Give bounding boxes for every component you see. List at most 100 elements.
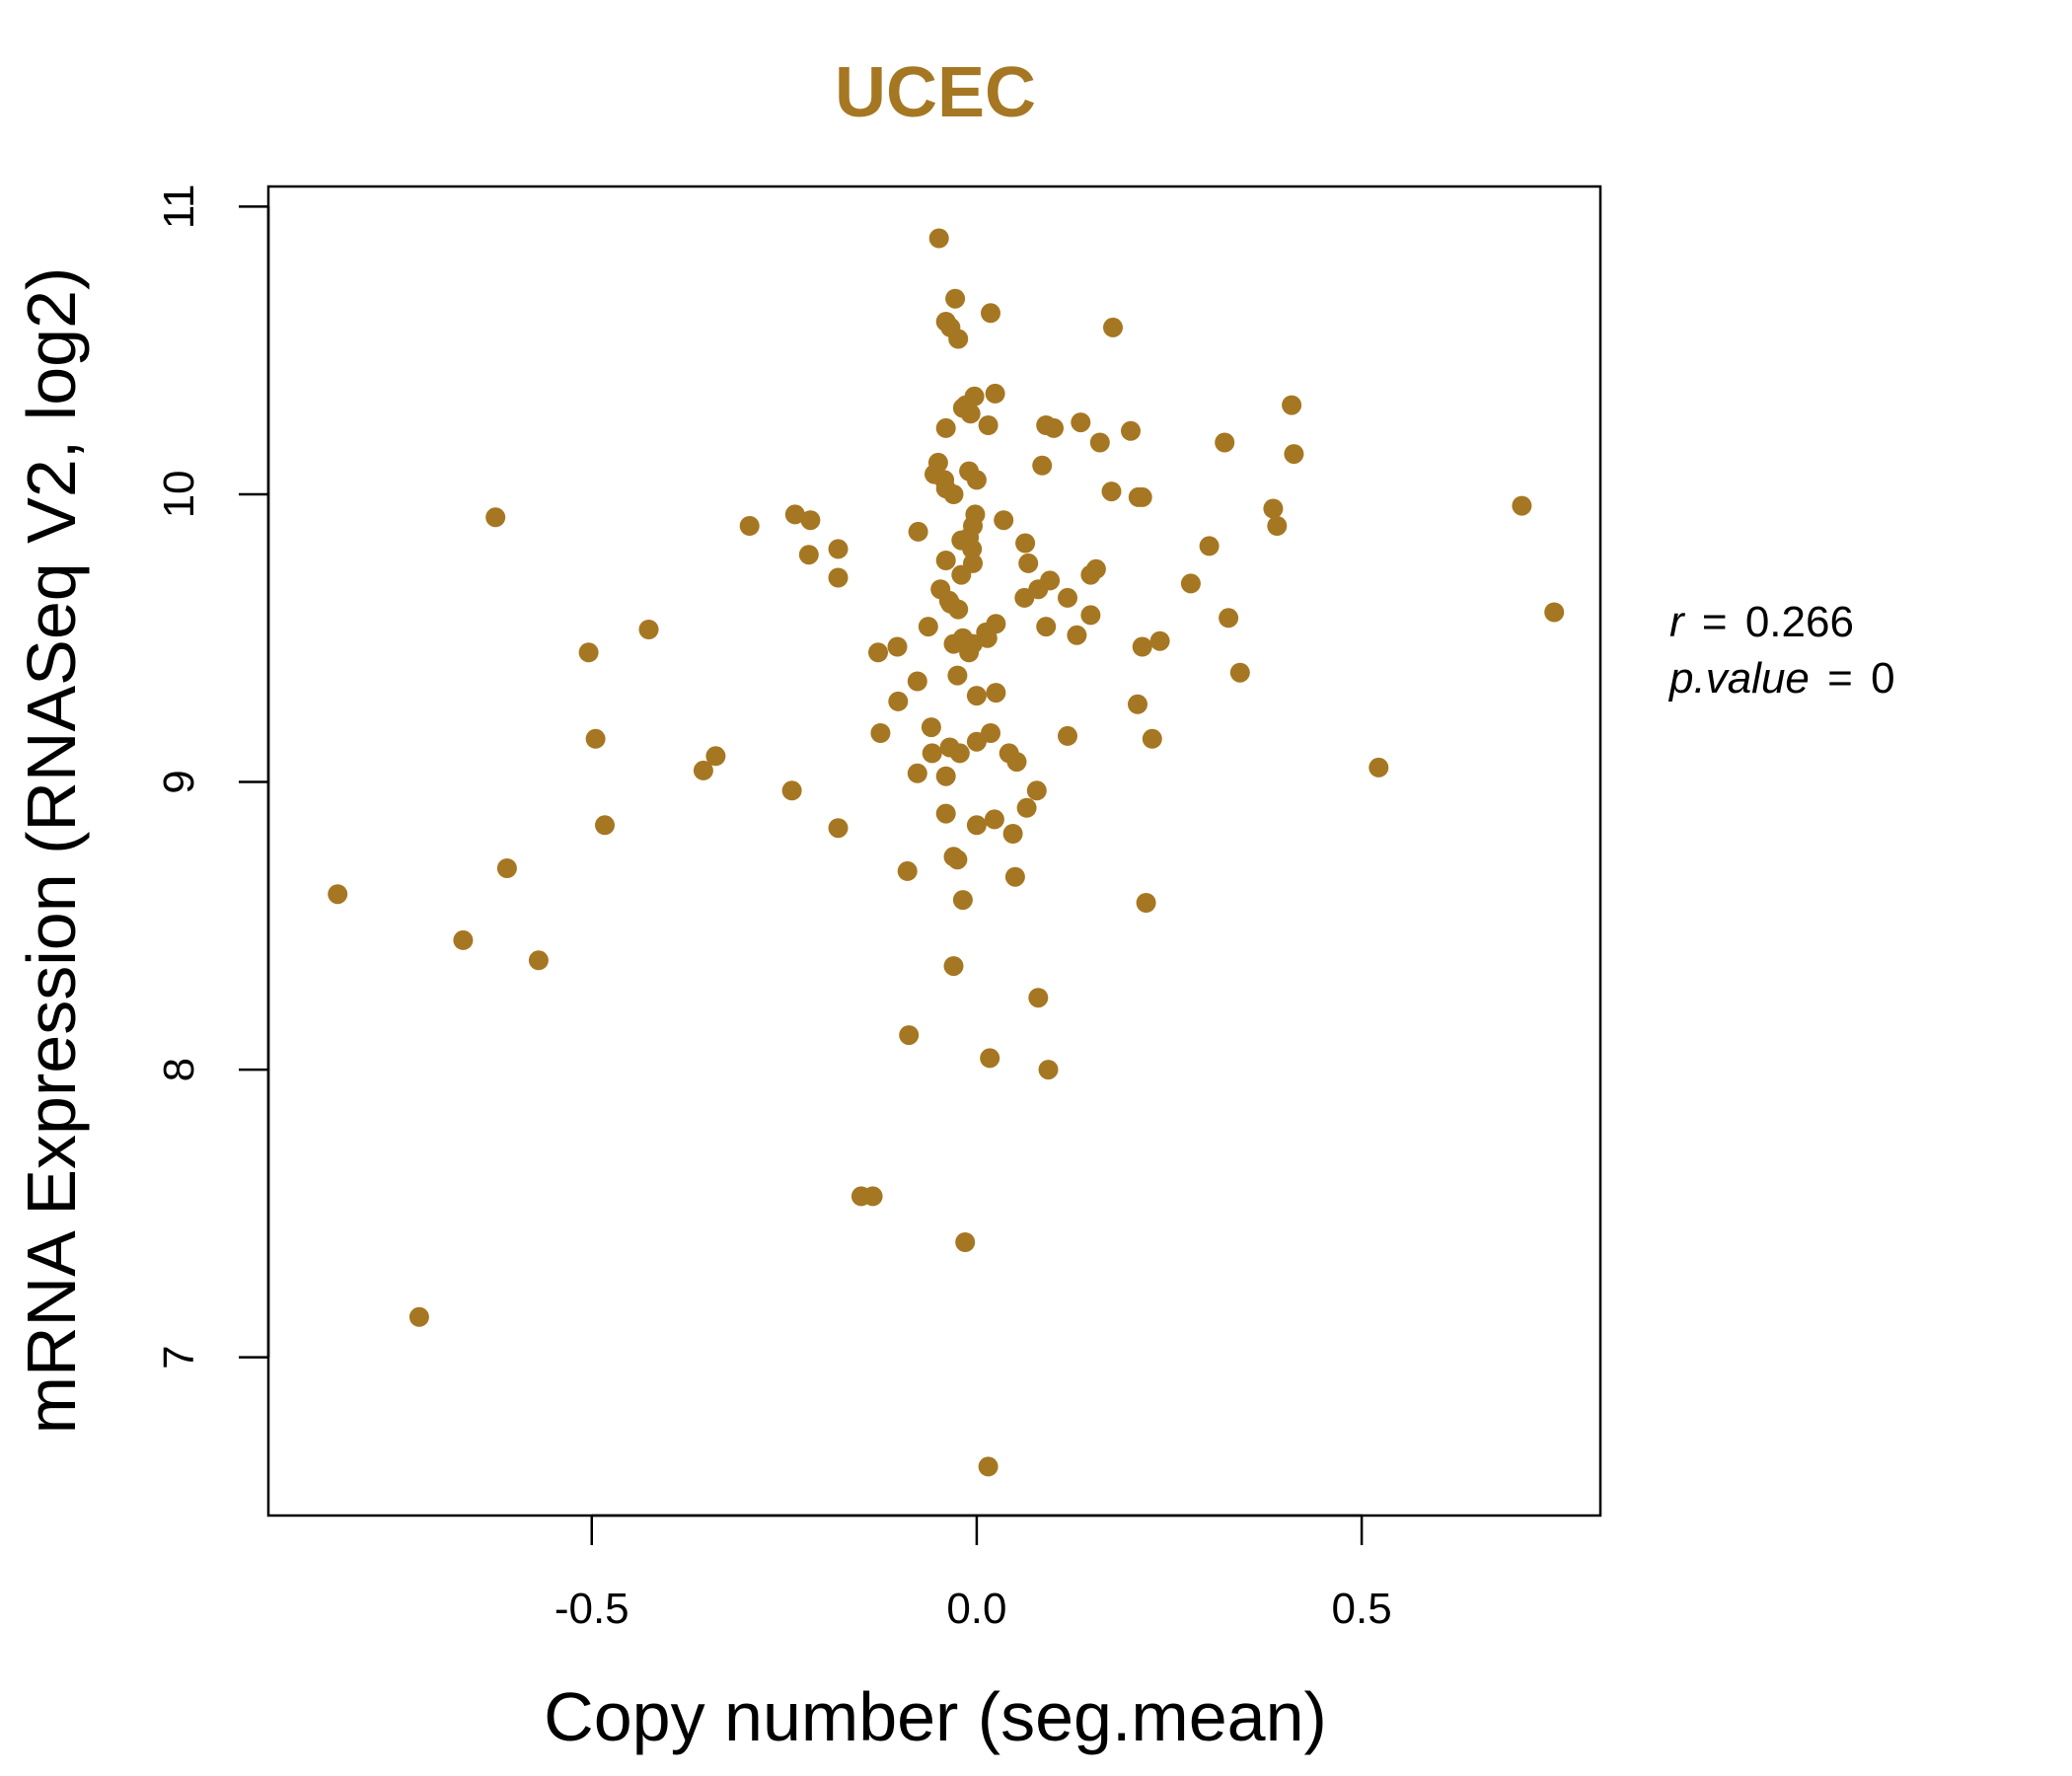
- data-point: [986, 683, 1006, 703]
- y-axis-title: mRNA Expression (RNASeq V2, log2): [13, 267, 90, 1435]
- r-label: r: [1669, 598, 1686, 646]
- data-point: [1136, 893, 1156, 913]
- data-point: [1058, 725, 1077, 746]
- scatter-points: [328, 228, 1565, 1477]
- data-point: [870, 723, 891, 743]
- data-point: [952, 398, 973, 418]
- x-tick-label: 0.5: [1332, 1585, 1392, 1633]
- data-point: [638, 620, 659, 639]
- data-point: [935, 551, 956, 570]
- data-point: [453, 929, 474, 950]
- data-point: [888, 691, 909, 711]
- data-point: [1229, 662, 1250, 683]
- data-point: [943, 484, 964, 504]
- data-point: [978, 1456, 999, 1477]
- data-point: [897, 860, 918, 881]
- correlation-annotation: r = 0.266: [1669, 598, 1854, 646]
- data-point: [943, 956, 964, 977]
- data-point: [935, 417, 956, 438]
- data-point: [966, 815, 987, 836]
- data-point: [739, 516, 760, 536]
- y-tick-label: 11: [155, 185, 203, 230]
- data-point: [1085, 558, 1106, 579]
- data-point: [981, 303, 1000, 324]
- y-tick-label: 9: [155, 770, 203, 793]
- x-axis-ticks: -0.5 0.0 0.5: [555, 1516, 1392, 1633]
- data-point: [485, 507, 506, 528]
- data-point: [1067, 625, 1087, 645]
- data-point: [949, 743, 970, 764]
- data-point: [705, 746, 726, 767]
- data-point: [1219, 608, 1239, 629]
- data-point: [1128, 694, 1147, 714]
- data-point: [921, 717, 941, 738]
- data-point: [907, 763, 927, 783]
- data-point: [851, 1186, 871, 1207]
- data-point: [1089, 432, 1110, 453]
- data-point: [978, 415, 999, 435]
- data-point: [868, 642, 888, 663]
- data-point: [1263, 498, 1284, 519]
- x-tick-label: -0.5: [555, 1585, 629, 1633]
- data-point: [918, 617, 938, 637]
- data-point: [1267, 516, 1288, 536]
- data-point: [977, 628, 998, 648]
- data-point: [1044, 417, 1064, 438]
- data-point: [1142, 728, 1162, 749]
- p-value-annotation: p.value = 0: [1667, 654, 1895, 703]
- data-point: [798, 545, 819, 565]
- x-tick-label: 0.0: [946, 1585, 1006, 1633]
- data-point: [528, 950, 549, 971]
- data-point: [1282, 395, 1302, 415]
- data-point: [952, 890, 973, 911]
- data-point: [943, 633, 964, 654]
- data-point: [595, 815, 615, 836]
- data-point: [1038, 1060, 1059, 1080]
- data-point: [962, 539, 983, 559]
- data-point: [1002, 824, 1023, 844]
- data-point: [907, 671, 927, 692]
- data-point: [1004, 866, 1025, 887]
- data-point: [1103, 317, 1123, 337]
- data-point: [1101, 481, 1122, 502]
- data-point: [1080, 605, 1101, 626]
- data-point: [1369, 757, 1389, 777]
- y-tick-label: 10: [155, 470, 203, 518]
- data-point: [1032, 455, 1053, 476]
- data-point: [1028, 988, 1049, 1008]
- data-point: [955, 1232, 976, 1252]
- r-equals: =: [1702, 598, 1728, 646]
- data-point: [994, 510, 1014, 531]
- data-point: [1180, 573, 1201, 594]
- data-point: [1132, 486, 1152, 507]
- data-point: [1199, 536, 1220, 556]
- data-point: [693, 760, 713, 780]
- data-point: [1058, 587, 1077, 608]
- data-point: [585, 728, 606, 749]
- data-point: [1071, 412, 1091, 433]
- data-point: [784, 504, 805, 525]
- chart-title: UCEC: [835, 53, 1036, 132]
- data-point: [781, 780, 802, 801]
- data-point: [1016, 797, 1037, 818]
- data-point: [928, 228, 949, 249]
- data-point: [1006, 752, 1027, 773]
- data-point: [578, 642, 599, 663]
- p-label: p.value: [1667, 654, 1810, 703]
- data-point: [1512, 495, 1532, 516]
- data-point: [828, 567, 849, 588]
- data-point: [1015, 533, 1036, 554]
- data-point: [980, 1048, 1000, 1069]
- data-point: [1149, 630, 1170, 651]
- data-point: [947, 850, 968, 870]
- data-point: [984, 809, 1004, 830]
- y-tick-label: 8: [155, 1058, 203, 1081]
- data-point: [1132, 636, 1152, 657]
- data-point: [966, 470, 987, 490]
- data-point: [948, 329, 969, 349]
- data-point: [828, 818, 849, 839]
- data-point: [945, 288, 966, 309]
- data-point: [408, 1306, 429, 1327]
- y-tick-label: 7: [155, 1345, 203, 1369]
